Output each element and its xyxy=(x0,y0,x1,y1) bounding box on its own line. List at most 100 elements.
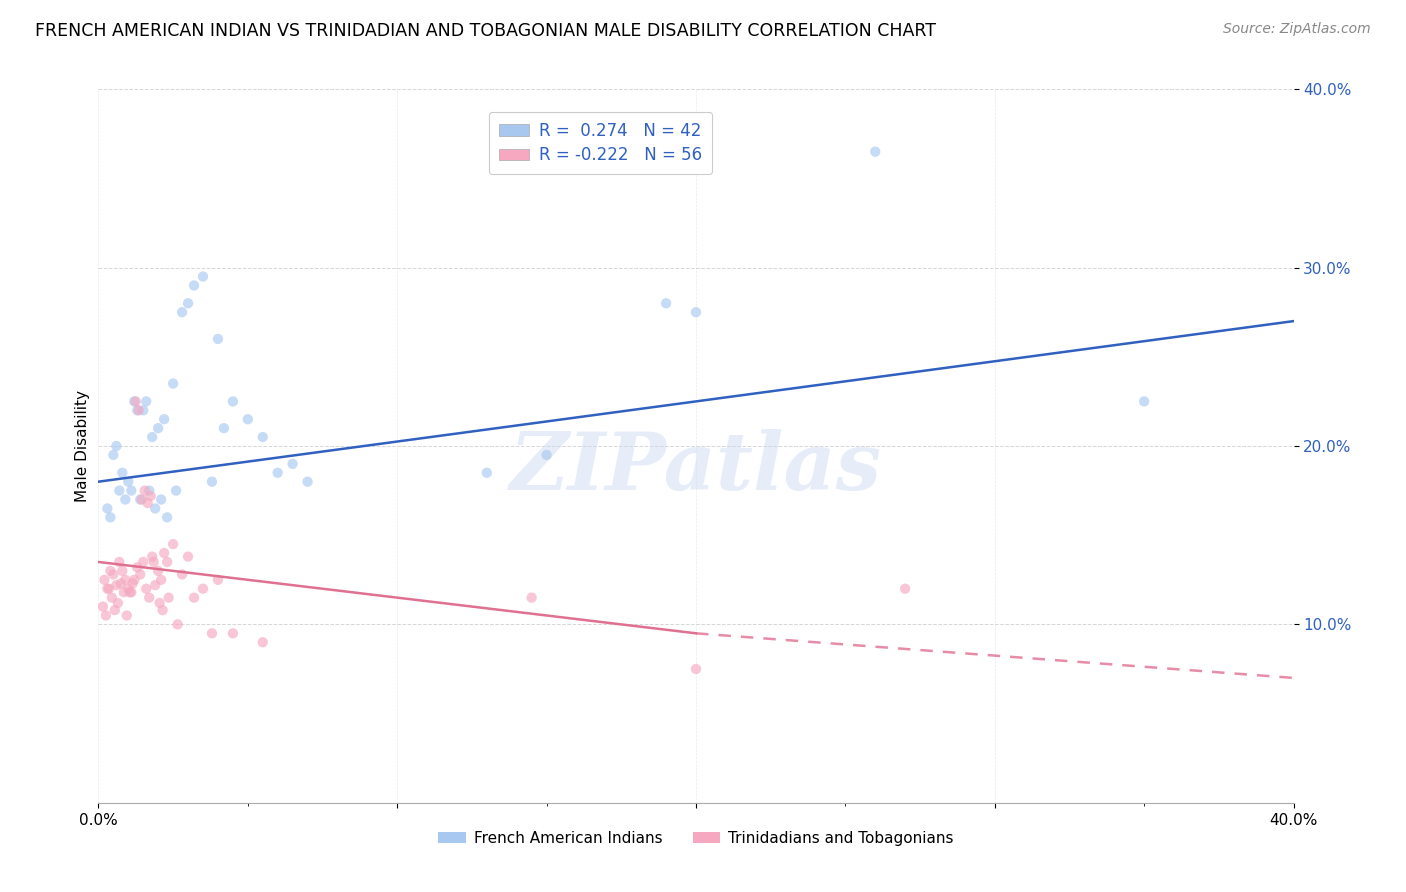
Point xyxy=(105,578,128,592)
Point xyxy=(124,573,146,587)
Point xyxy=(108,483,131,498)
Point xyxy=(281,457,304,471)
Point xyxy=(207,573,229,587)
Point xyxy=(177,549,200,564)
Point xyxy=(143,578,166,592)
Text: Source: ZipAtlas.com: Source: ZipAtlas.com xyxy=(1223,22,1371,37)
Point xyxy=(153,412,176,426)
Point xyxy=(165,483,187,498)
Point xyxy=(128,403,150,417)
Point xyxy=(148,421,170,435)
Point xyxy=(136,496,159,510)
Point xyxy=(1133,394,1156,409)
Y-axis label: Male Disability: Male Disability xyxy=(75,390,90,502)
Point xyxy=(207,332,229,346)
Point xyxy=(107,596,129,610)
Point xyxy=(110,576,132,591)
Point xyxy=(222,394,245,409)
Point xyxy=(117,582,139,596)
Point xyxy=(894,582,917,596)
Point xyxy=(114,492,136,507)
Point xyxy=(236,412,259,426)
Point xyxy=(125,394,148,409)
Point xyxy=(105,439,128,453)
Point xyxy=(138,483,160,498)
Point xyxy=(183,591,205,605)
Point xyxy=(142,555,165,569)
Point xyxy=(98,510,122,524)
Point xyxy=(120,483,142,498)
Point xyxy=(129,492,152,507)
Point xyxy=(252,430,274,444)
Point xyxy=(685,662,707,676)
Text: ZIPatlas: ZIPatlas xyxy=(510,429,882,506)
Point xyxy=(108,555,131,569)
Point xyxy=(124,394,146,409)
Point xyxy=(93,573,115,587)
Point xyxy=(104,603,127,617)
Point xyxy=(143,501,166,516)
Point xyxy=(120,585,142,599)
Point xyxy=(177,296,200,310)
Point xyxy=(148,564,170,578)
Point xyxy=(191,269,214,284)
Point xyxy=(157,591,180,605)
Point xyxy=(153,546,176,560)
Point xyxy=(118,585,141,599)
Point xyxy=(297,475,319,489)
Point xyxy=(141,549,163,564)
Point xyxy=(115,608,138,623)
Point xyxy=(111,564,134,578)
Point xyxy=(172,305,194,319)
Point xyxy=(156,555,179,569)
Point xyxy=(865,145,887,159)
Point xyxy=(162,376,184,391)
Point xyxy=(201,475,224,489)
Point xyxy=(685,305,707,319)
Point xyxy=(94,608,117,623)
Point xyxy=(101,591,124,605)
Point xyxy=(96,501,118,516)
Point xyxy=(139,489,162,503)
Point xyxy=(222,626,245,640)
Point xyxy=(252,635,274,649)
Point xyxy=(475,466,498,480)
Point xyxy=(111,466,134,480)
Point xyxy=(127,560,149,574)
Point xyxy=(91,599,114,614)
Point xyxy=(132,403,155,417)
Point xyxy=(183,278,205,293)
Point xyxy=(141,430,163,444)
Point xyxy=(131,492,153,507)
Point xyxy=(117,475,139,489)
Point xyxy=(135,582,157,596)
Point xyxy=(97,582,120,596)
Point xyxy=(166,617,188,632)
Point xyxy=(129,567,152,582)
Point xyxy=(150,492,173,507)
Point xyxy=(103,448,125,462)
Point xyxy=(172,567,194,582)
Point xyxy=(138,591,160,605)
Legend: French American Indians, Trinidadians and Tobagonians: French American Indians, Trinidadians an… xyxy=(433,825,959,852)
Point xyxy=(96,582,118,596)
Point xyxy=(132,555,155,569)
Point xyxy=(655,296,678,310)
Point xyxy=(150,573,173,587)
Point xyxy=(127,403,149,417)
Point xyxy=(121,576,143,591)
Point xyxy=(162,537,184,551)
Point xyxy=(135,394,157,409)
Point xyxy=(156,510,179,524)
Point xyxy=(134,483,156,498)
Point xyxy=(152,603,174,617)
Point xyxy=(98,564,122,578)
Point xyxy=(536,448,558,462)
Point xyxy=(112,585,135,599)
Point xyxy=(267,466,290,480)
Point xyxy=(212,421,235,435)
Point xyxy=(201,626,224,640)
Point xyxy=(149,596,172,610)
Point xyxy=(114,573,136,587)
Text: FRENCH AMERICAN INDIAN VS TRINIDADIAN AND TOBAGONIAN MALE DISABILITY CORRELATION: FRENCH AMERICAN INDIAN VS TRINIDADIAN AN… xyxy=(35,22,936,40)
